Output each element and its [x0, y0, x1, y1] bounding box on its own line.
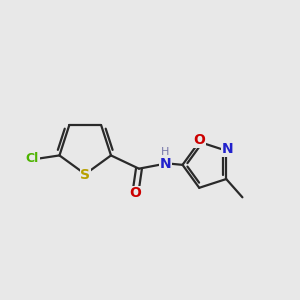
- Text: S: S: [80, 168, 90, 182]
- Text: N: N: [160, 157, 171, 171]
- Text: Cl: Cl: [26, 152, 39, 165]
- Text: N: N: [222, 142, 233, 156]
- Text: O: O: [193, 134, 205, 147]
- Text: O: O: [130, 186, 141, 200]
- Text: H: H: [161, 147, 169, 157]
